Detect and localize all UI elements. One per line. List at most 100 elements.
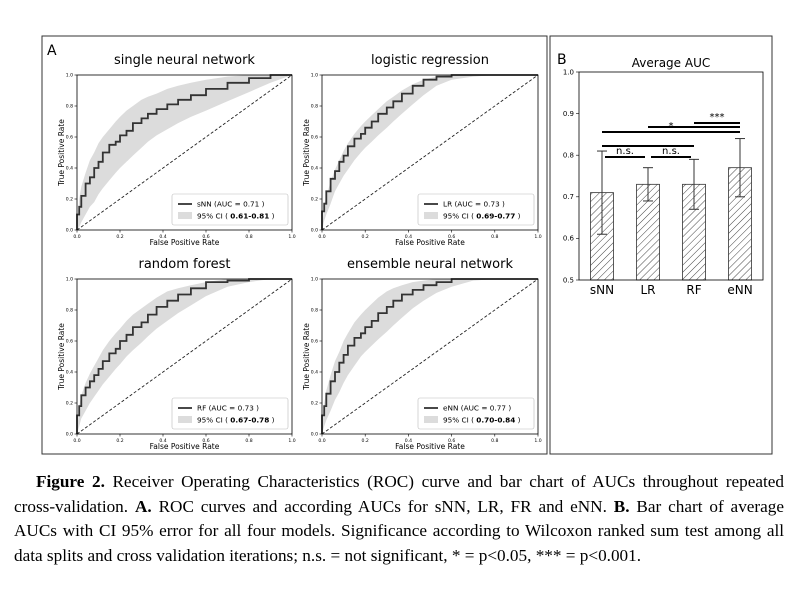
caption-a-text: ROC curves and according AUCs for sNN, L… xyxy=(151,496,614,516)
figure-caption: Figure 2. Receiver Operating Characteris… xyxy=(14,470,784,568)
roc-x-tick-label: 1.0 xyxy=(534,438,541,444)
roc-x-tick-label: 1.0 xyxy=(288,438,295,444)
bar-y-tick-label: 0.8 xyxy=(563,152,574,160)
roc-x-tick-label: 0.8 xyxy=(245,438,252,444)
roc-legend-ci-label: 95% CI ( 0.67-0.78 ) xyxy=(197,416,275,425)
roc-y-tick-label: 0.0 xyxy=(66,228,73,234)
roc-y-tick-label: 0.2 xyxy=(311,197,318,203)
roc-legend-ci-label: 95% CI ( 0.61-0.81 ) xyxy=(197,212,275,221)
roc-y-axis-label: True Positive Rate xyxy=(57,323,66,391)
roc-y-tick-label: 0.8 xyxy=(66,104,73,110)
roc-legend-ci-swatch xyxy=(178,212,192,219)
roc-title: single neural network xyxy=(114,53,255,68)
roc-y-axis-label: True Positive Rate xyxy=(302,119,311,187)
caption-b-text: Bar chart of average AUCs with CI 95% er… xyxy=(14,496,784,565)
roc-y-tick-label: 0.0 xyxy=(66,432,73,438)
bar-y-tick-label: 0.7 xyxy=(563,193,574,201)
caption-figure-label: Figure 2. xyxy=(36,472,105,491)
roc-chance-diagonal xyxy=(76,278,293,435)
panel-a-frame xyxy=(41,35,548,455)
roc-legend-box xyxy=(417,397,535,430)
roc-y-tick-label: 0.6 xyxy=(311,339,318,345)
roc-x-tick-label: 0.0 xyxy=(318,234,325,240)
roc-y-tick-label: 0.4 xyxy=(311,370,318,376)
roc-x-tick-label: 1.0 xyxy=(288,234,295,240)
roc-chance-diagonal xyxy=(76,74,293,231)
roc-x-tick-label: 0.8 xyxy=(245,234,252,240)
roc-y-tick-label: 0.8 xyxy=(311,308,318,314)
bar-category-label: RF xyxy=(686,283,701,297)
roc-x-tick-label: 0.2 xyxy=(116,438,123,444)
roc-legend-curve-label: eNN (AUC = 0.77 ) xyxy=(443,404,511,413)
roc-x-tick-label: 0.4 xyxy=(405,234,412,240)
roc-curve xyxy=(76,278,292,434)
roc-y-tick-label: 0.8 xyxy=(66,308,73,314)
roc-x-tick-label: 0.6 xyxy=(202,234,209,240)
roc-title: ensemble neural network xyxy=(347,257,513,272)
roc-y-tick-label: 0.4 xyxy=(66,166,73,172)
roc-curve xyxy=(76,74,292,230)
bar-y-tick-label: 1.0 xyxy=(563,68,574,76)
roc-y-tick-label: 1.0 xyxy=(66,73,73,79)
roc-y-tick-label: 0.8 xyxy=(311,104,318,110)
roc-y-tick-label: 1.0 xyxy=(66,277,73,283)
roc-y-tick-label: 0.4 xyxy=(66,370,73,376)
roc-x-axis-label: False Positive Rate xyxy=(395,442,465,451)
roc-y-tick-label: 0.2 xyxy=(311,401,318,407)
panel-a-label: A xyxy=(47,43,57,59)
roc-y-axis-label: True Positive Rate xyxy=(57,119,66,187)
roc-ci-band xyxy=(322,279,538,434)
roc-legend-curve-label: RF (AUC = 0.73 ) xyxy=(197,404,259,413)
bar-significance-label: n.s. xyxy=(662,146,680,157)
roc-curve xyxy=(321,74,538,230)
roc-y-tick-label: 0.6 xyxy=(66,135,73,141)
roc-x-tick-label: 0.4 xyxy=(159,234,166,240)
roc-chart-lr: logistic regression 0.0 0.2 0.4 0.6 0.8 1.0 0.0… xyxy=(302,53,542,247)
roc-y-tick-label: 0.2 xyxy=(66,401,73,407)
roc-legend-ci-label: 95% CI ( 0.69-0.77 ) xyxy=(443,212,521,221)
roc-x-tick-label: 0.8 xyxy=(491,234,498,240)
roc-legend-ci-swatch xyxy=(424,416,438,423)
bar-significance-label: *** xyxy=(710,112,725,123)
bar-axes-frame xyxy=(578,71,764,281)
roc-y-tick-label: 0.6 xyxy=(311,135,318,141)
panel-b-frame xyxy=(549,35,773,455)
roc-x-tick-label: 0.2 xyxy=(362,234,369,240)
roc-x-tick-label: 0.2 xyxy=(362,438,369,444)
roc-axes-frame xyxy=(321,278,539,435)
roc-y-tick-label: 0.4 xyxy=(311,166,318,172)
roc-x-axis-label: False Positive Rate xyxy=(150,442,220,451)
roc-legend-box xyxy=(417,193,535,226)
roc-chart-enn: ensemble neural network 0.0 0.2 0.4 0.6 0.8 1.… xyxy=(302,257,542,451)
roc-x-axis-label: False Positive Rate xyxy=(150,238,220,247)
roc-x-tick-label: 0.6 xyxy=(448,234,455,240)
roc-ci-band xyxy=(77,75,292,230)
bar-y-tick-label: 0.5 xyxy=(563,276,574,284)
roc-ci-band xyxy=(77,279,292,434)
roc-legend-ci-swatch xyxy=(178,416,192,423)
roc-x-tick-label: 0.2 xyxy=(116,234,123,240)
roc-x-tick-label: 0.6 xyxy=(448,438,455,444)
bar-category-label: LR xyxy=(640,283,655,297)
bar-y-tick-label: 0.6 xyxy=(563,235,575,243)
roc-y-axis-label: True Positive Rate xyxy=(302,323,311,391)
figure-2: A B single neural network 0.0 0.2 0.4 0.6 0.8… xyxy=(41,35,773,455)
roc-legend-box xyxy=(171,193,289,226)
roc-axes-frame xyxy=(76,278,293,435)
bar-y-tick-label: 0.9 xyxy=(563,110,574,118)
roc-x-tick-label: 0.4 xyxy=(159,438,166,444)
roc-y-tick-label: 0.0 xyxy=(311,432,318,438)
roc-x-tick-label: 0.8 xyxy=(491,438,498,444)
roc-title: random forest xyxy=(138,257,230,272)
roc-x-tick-label: 0.4 xyxy=(405,438,412,444)
roc-legend-curve-label: LR (AUC = 0.73 ) xyxy=(443,200,505,209)
roc-title: logistic regression xyxy=(371,53,489,68)
roc-x-tick-label: 0.0 xyxy=(73,234,80,240)
caption-a-label: A. xyxy=(134,496,152,516)
roc-curve xyxy=(321,278,538,434)
roc-y-tick-label: 0.0 xyxy=(311,228,318,234)
caption-b-label: B. xyxy=(613,496,630,516)
roc-y-tick-label: 1.0 xyxy=(311,277,318,283)
roc-y-tick-label: 0.2 xyxy=(66,197,73,203)
bar-significance-label: n.s. xyxy=(616,146,634,157)
